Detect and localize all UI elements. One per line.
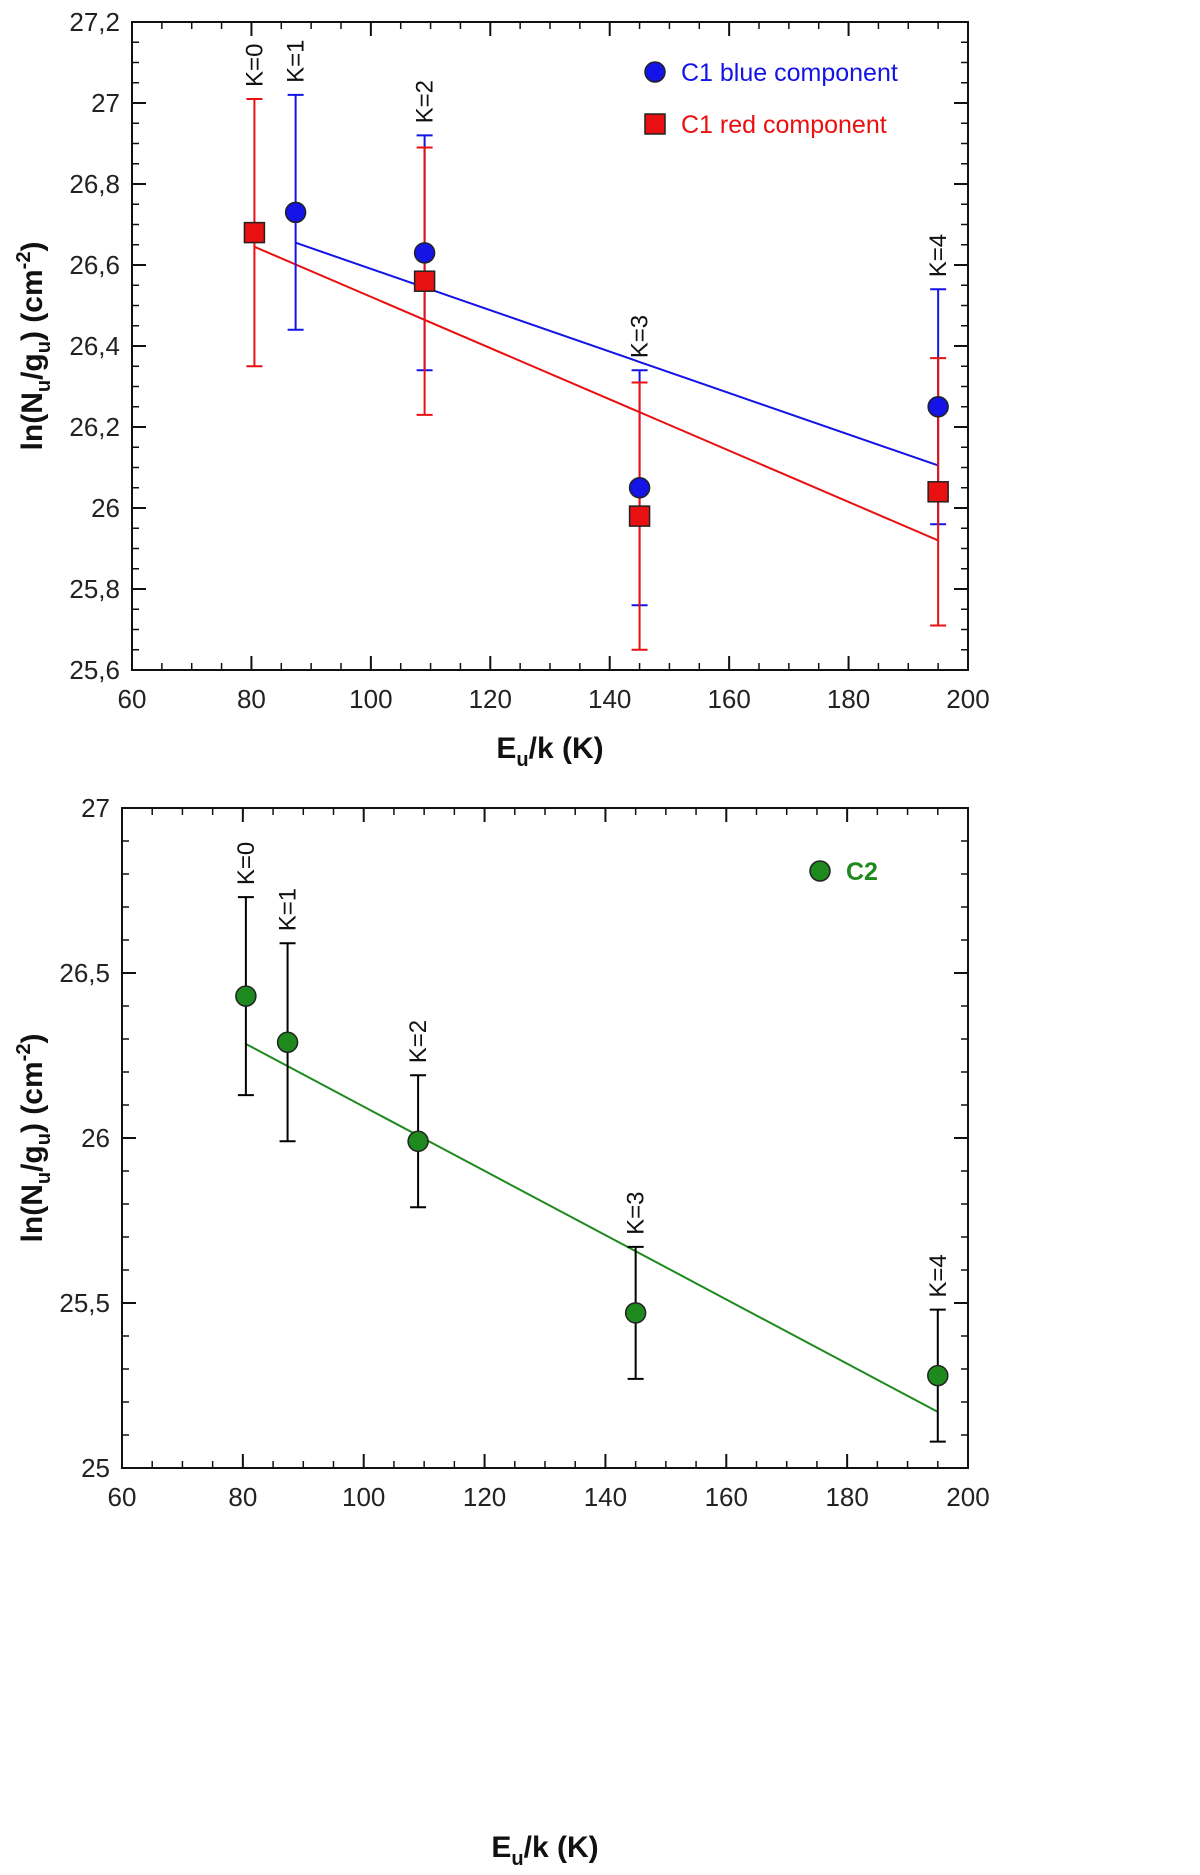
x-tick-label: 160: [707, 684, 750, 714]
k-label: K=4: [925, 1254, 952, 1297]
fit-line-0: [295, 241, 939, 467]
data-point-square: [927, 481, 949, 503]
x-tick-label: 180: [827, 684, 870, 714]
legend-marker: [809, 860, 831, 882]
y-tick-label: 26,8: [69, 169, 120, 199]
data-point-circle: [624, 1302, 647, 1324]
legend-label: C1 red component: [681, 111, 887, 139]
data-point-circle: [927, 1364, 949, 1387]
x-tick-label: 120: [463, 1482, 506, 1512]
data-point-circle: [235, 985, 257, 1007]
data-point-square: [413, 270, 436, 292]
plot-frame: [121, 807, 969, 1469]
y-axis-title-part: ln(N: [16, 1184, 49, 1242]
y-tick-label: 26: [91, 493, 120, 523]
x-axis-title: Eu/k (K): [496, 732, 603, 771]
x-tick-label: 180: [825, 1482, 868, 1512]
y-tick-label: 25: [81, 1453, 110, 1483]
y-axis-title-part: /g: [16, 1145, 49, 1172]
y-axis-title-sup: -2: [13, 1044, 35, 1062]
k-label: K=0: [241, 44, 268, 87]
fit-line-1: [254, 245, 939, 542]
data-point-circle: [413, 242, 436, 264]
k-label: K=1: [275, 888, 302, 931]
x-tick-label: 200: [946, 684, 989, 714]
data-point-square: [243, 221, 266, 244]
y-axis-title-part: ): [16, 242, 49, 252]
x-tick-label: 100: [349, 684, 392, 714]
x-tick-label: 140: [588, 684, 631, 714]
data-point-circle: [407, 1130, 429, 1153]
y-tick-label: 26: [81, 1123, 110, 1153]
y-axis-title-sub: u: [33, 380, 55, 392]
chart-bottom-c2: 60 80 100 120 140 160 180 200 25 25,5 26 26,5 27 Eu/k…: [13, 793, 990, 1870]
x-axis-title-sub: u: [516, 749, 528, 771]
data-point-circle: [284, 201, 307, 224]
k-label: K=3: [627, 315, 654, 358]
y-axis-title-part: ) (cm: [16, 269, 49, 341]
legend-marker: [644, 113, 666, 135]
y-tick-label: 25,6: [69, 655, 120, 685]
y-axis-title-sub: u: [33, 1172, 55, 1184]
k-label: K=1: [283, 40, 310, 83]
x-tick-label: 140: [584, 1482, 627, 1512]
data-point-circle: [276, 1031, 299, 1054]
legend-label: C2: [846, 858, 878, 886]
y-tick-label: 26,5: [59, 958, 110, 988]
x-tick-label: 60: [118, 684, 147, 714]
x-tick-label: 80: [237, 684, 266, 714]
y-tick-label: 25,8: [69, 574, 120, 604]
data-point-circle: [628, 477, 651, 499]
y-tick-label: 27: [91, 88, 120, 118]
y-tick-label: 26,6: [69, 250, 120, 280]
x-tick-label: 60: [108, 1482, 137, 1512]
x-axis-title-rest: /k (K): [529, 732, 604, 765]
x-tick-label: 80: [228, 1482, 257, 1512]
x-axis-title: Eu/k (K): [491, 1831, 598, 1870]
x-axis-title-rest: /k (K): [524, 1831, 599, 1864]
x-tick-label: 160: [705, 1482, 748, 1512]
y-axis-title-sub: u: [33, 341, 55, 353]
fit-line-0: [245, 1043, 939, 1413]
k-label: K=2: [405, 1020, 432, 1063]
k-label: K=4: [925, 234, 952, 277]
y-tick-label: 26,2: [69, 412, 120, 442]
data-point-circle: [927, 396, 949, 418]
x-axis-title-main: E: [496, 732, 516, 765]
y-axis-title-sup: -2: [13, 252, 35, 270]
k-label: K=2: [412, 80, 439, 123]
y-axis-title-part: /g: [16, 353, 49, 380]
y-tick-label: 26,4: [69, 331, 120, 361]
chart-top-c1: 60 80 100 120 140 160 180 200 25,6 25,8 26 26,2 26,4…: [13, 7, 990, 771]
y-tick-label: 27: [81, 793, 110, 823]
y-tick-label: 25,5: [59, 1288, 110, 1318]
k-label: K=0: [233, 842, 260, 885]
y-axis-title-part: ): [16, 1034, 49, 1044]
y-axis-title: ln(Nu/gu) (cm-2): [13, 242, 55, 451]
x-axis-title-main: E: [491, 1831, 511, 1864]
legend-marker: [644, 61, 666, 83]
x-axis-title-sub: u: [511, 1848, 523, 1870]
y-axis-title: ln(Nu/gu) (cm-2): [13, 1034, 55, 1243]
y-axis-title-part: ln(N: [16, 392, 49, 450]
y-axis-title-sub: u: [33, 1133, 55, 1145]
y-tick-label: 27,2: [69, 7, 120, 37]
data-point-square: [628, 505, 651, 527]
x-tick-label: 120: [469, 684, 512, 714]
x-tick-label: 200: [946, 1482, 989, 1512]
x-tick-label: 100: [342, 1482, 385, 1512]
y-axis-title-part: ) (cm: [16, 1061, 49, 1133]
k-label: K=3: [623, 1192, 650, 1235]
legend-label: C1 blue component: [681, 59, 898, 87]
